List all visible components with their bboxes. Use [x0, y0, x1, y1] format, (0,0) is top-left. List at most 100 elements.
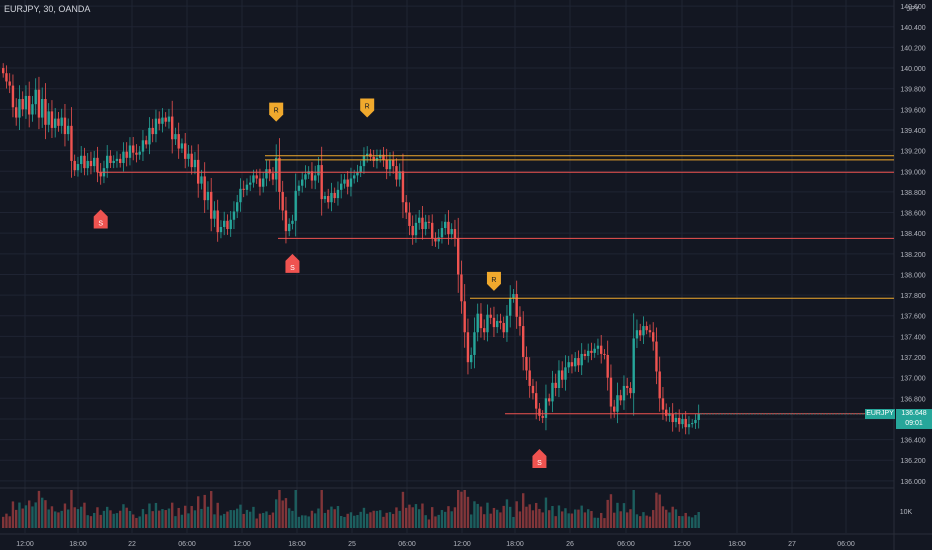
volume-bar — [119, 510, 122, 528]
candle-body — [31, 104, 34, 115]
candle-body — [44, 99, 47, 125]
volume-bar — [382, 516, 385, 528]
support-marker-label: S — [98, 221, 103, 228]
time-tick-label: 12:00 — [233, 541, 251, 548]
volume-bar — [255, 518, 258, 528]
support-marker — [93, 209, 108, 229]
volume-bar — [622, 503, 626, 528]
candle-body — [57, 118, 60, 126]
time-tick-label: 18:00 — [506, 541, 524, 548]
volume-bar — [96, 507, 99, 528]
volume-bar — [135, 517, 138, 528]
volume-bar — [570, 513, 574, 528]
candle-body — [239, 188, 242, 203]
price-tick-label: 138.200 — [900, 252, 925, 259]
volume-bar — [148, 503, 151, 528]
candle-body — [603, 353, 606, 355]
candle-body — [336, 189, 340, 199]
candle-body — [665, 409, 668, 416]
volume-bar — [434, 516, 437, 528]
volume-bar — [24, 505, 28, 528]
candle-body — [135, 152, 138, 155]
candle-body — [431, 222, 434, 239]
candle-body — [447, 221, 450, 235]
candle-body — [434, 238, 437, 242]
candle-body — [593, 348, 596, 353]
candle-body — [86, 160, 89, 169]
volume-bar — [470, 514, 473, 528]
volume-bar — [333, 509, 336, 528]
volume-bar — [80, 506, 83, 528]
candle-body — [544, 398, 548, 418]
volume-bar — [145, 514, 148, 528]
candle-body — [678, 417, 681, 425]
price-symbol-tag: EURJPY — [865, 408, 895, 419]
volume-bar — [460, 491, 463, 528]
candle-body — [356, 172, 359, 176]
candle-body — [340, 183, 343, 190]
volume-bar — [616, 502, 619, 528]
volume-bar — [557, 505, 561, 528]
candle-body — [414, 222, 418, 236]
volume-bar — [223, 513, 226, 528]
volume-bar — [122, 504, 125, 528]
volume-bar — [593, 517, 596, 528]
volume-bar — [284, 498, 288, 528]
volume-bar — [310, 510, 314, 528]
volume-bar — [47, 509, 50, 528]
resistance-marker — [486, 271, 501, 291]
price-tick-label: 140.200 — [900, 45, 925, 52]
volume-bar — [106, 506, 109, 528]
candle-body — [424, 221, 427, 230]
volume-bar — [398, 510, 401, 528]
price-tick-label: 136.400 — [900, 438, 925, 445]
candle-body — [512, 294, 515, 299]
candle-body — [444, 221, 447, 229]
candle-body — [626, 385, 629, 388]
price-tick-label: 139.400 — [900, 128, 925, 135]
volume-bar — [128, 511, 132, 528]
volume-bar — [245, 509, 249, 528]
volume-bar — [518, 511, 522, 528]
volume-bar — [109, 510, 112, 528]
volume-bar — [613, 512, 616, 528]
candle-body — [304, 174, 307, 180]
candle-body — [297, 185, 301, 191]
volume-bar — [34, 502, 37, 528]
volume-bar — [674, 509, 678, 528]
candle-body — [622, 385, 626, 401]
candle-body — [41, 99, 44, 118]
candle-body — [642, 326, 645, 336]
candle-body — [67, 125, 70, 135]
candle-body — [193, 159, 197, 168]
volume-bar — [632, 490, 635, 528]
candle-body — [492, 317, 496, 328]
volume-bar — [89, 516, 93, 528]
volume-bar — [424, 515, 427, 528]
volume-bar — [18, 502, 21, 528]
candle-body — [177, 134, 180, 149]
price-tick-label: 139.800 — [900, 87, 925, 94]
candle-body — [148, 127, 151, 145]
volume-bar — [115, 513, 119, 528]
candle-body — [301, 179, 304, 186]
volume-bar — [395, 507, 398, 528]
candle-body — [96, 157, 99, 173]
candle-body — [531, 385, 535, 394]
candle-body — [616, 395, 619, 412]
candle-body — [21, 99, 24, 110]
volume-bar — [37, 490, 41, 528]
symbol-title: EURJPY, 30, OANDA — [4, 4, 91, 14]
volume-bar — [567, 513, 570, 528]
price-tick-label: 138.000 — [900, 272, 925, 279]
volume-bar — [522, 493, 525, 528]
candle-body — [375, 157, 379, 161]
candle-body — [619, 395, 622, 401]
volume-bar — [580, 505, 583, 528]
candle-body — [466, 332, 470, 363]
candle-body — [213, 210, 216, 219]
volume-bar — [5, 513, 8, 528]
volume-bar — [158, 510, 161, 528]
